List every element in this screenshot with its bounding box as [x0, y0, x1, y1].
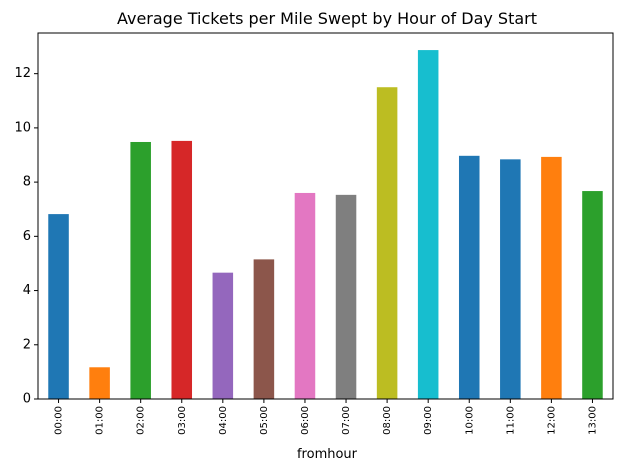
bar-0700 [335, 194, 357, 399]
x-tick-label: 09:00 [423, 406, 434, 435]
y-tick-label: 8 [23, 175, 31, 190]
x-tick-label: 02:00 [136, 406, 147, 435]
bar-1300 [582, 191, 603, 399]
x-tick-label: 11:00 [505, 406, 516, 435]
x-tick-label: 07:00 [341, 406, 352, 435]
x-tick-label: 06:00 [300, 406, 311, 435]
bar-0000 [48, 214, 69, 399]
bar-0100 [89, 367, 110, 399]
x-axis: 00:00 01:00 02:00 03:00 04:00 05:00 06:00 07:00… [54, 399, 598, 435]
bar-0200 [130, 141, 151, 399]
bar-1200 [541, 156, 562, 399]
x-axis-label: fromhour [297, 447, 358, 462]
chart-title: Average Tickets per Mile Swept by Hour o… [117, 9, 537, 28]
plot-frame [37, 32, 614, 400]
x-tick-label: 04:00 [218, 406, 229, 435]
y-tick-label: 10 [14, 120, 31, 135]
bar-0400 [212, 272, 234, 399]
bar-1000 [458, 155, 480, 399]
x-tick-label: 12:00 [546, 406, 557, 435]
x-tick-label: 01:00 [95, 406, 106, 435]
y-tick-label: 4 [23, 283, 31, 298]
x-tick-label: 03:00 [177, 406, 188, 435]
bar-0500 [253, 259, 275, 399]
bar-0800 [376, 87, 398, 399]
bar-0600 [294, 192, 316, 399]
x-tick-label: 05:00 [259, 406, 270, 435]
bars-layer [48, 50, 603, 399]
x-tick-label: 08:00 [382, 406, 393, 435]
bar-0300 [171, 140, 193, 399]
bar-0900 [417, 50, 439, 399]
x-tick-label: 13:00 [587, 406, 598, 435]
y-tick-label: 12 [14, 66, 31, 81]
y-tick-label: 2 [23, 337, 31, 352]
y-tick-label: 6 [23, 229, 31, 244]
x-tick-label: 00:00 [54, 406, 65, 435]
y-tick-label: 0 [23, 392, 31, 407]
x-tick-label: 10:00 [464, 406, 475, 435]
y-axis: 0 2 4 6 8 10 12 [14, 66, 38, 407]
bar-1100 [500, 159, 521, 399]
